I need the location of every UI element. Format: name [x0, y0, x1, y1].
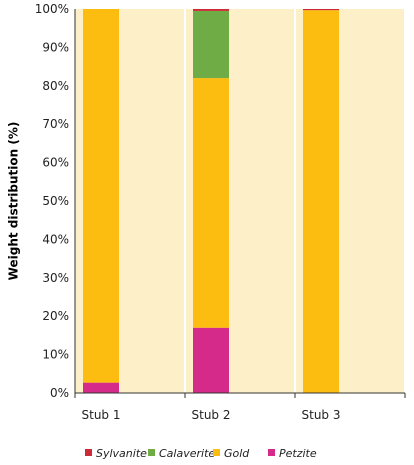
y-tick-label: 50%: [42, 194, 69, 208]
legend-label: Petzite: [279, 447, 317, 460]
y-tick-label: 0%: [50, 386, 69, 400]
bar-segment: [83, 9, 119, 383]
y-tick-label: 10%: [42, 348, 69, 362]
bar-segment: [193, 10, 229, 79]
legend-swatch: [148, 449, 155, 456]
legend-label: Calaverite: [159, 447, 215, 460]
legend-swatch: [85, 449, 92, 456]
gridlines: [184, 9, 406, 393]
legend-label: Sylvanite: [96, 447, 147, 460]
y-tick-label: 40%: [42, 232, 69, 246]
y-tick-label: 60%: [42, 156, 69, 170]
axes: [74, 9, 406, 398]
y-tick-label: 80%: [42, 79, 69, 93]
legend: Sylvanite Calaverite Gold Petzite: [85, 447, 317, 460]
x-tick-label: Stub 2: [192, 408, 231, 422]
bar-segment: [193, 327, 229, 393]
legend-item: Petzite: [268, 447, 317, 460]
legend-swatch: [268, 449, 275, 456]
plot-area: [75, 9, 405, 393]
legend-item: Calaverite: [148, 447, 215, 460]
x-tick-label: Stub 3: [302, 408, 341, 422]
bars: [83, 9, 339, 393]
bar-segment: [303, 9, 339, 11]
x-tick-labels: Stub 1 Stub 2 Stub 3: [82, 408, 341, 422]
legend-label: Gold: [224, 447, 250, 460]
y-tick-label: 70%: [42, 117, 69, 131]
y-tick-labels: 0% 10% 20% 30% 40% 50% 60% 70% 80% 90% 100%: [35, 2, 69, 400]
y-axis-title: Weight distribution (%): [7, 122, 21, 281]
legend-swatch: [213, 449, 220, 456]
legend-item: Sylvanite: [85, 447, 147, 460]
y-tick-label: 90%: [42, 40, 69, 54]
y-tick-label: 20%: [42, 309, 69, 323]
bar-segment: [303, 10, 339, 393]
y-tick-label: 30%: [42, 271, 69, 285]
legend-item: Gold: [213, 447, 250, 460]
y-tick-label: 100%: [35, 2, 69, 16]
x-tick-label: Stub 1: [82, 408, 121, 422]
bar-segment: [193, 9, 229, 11]
bar-segment: [193, 78, 229, 328]
bar-segment: [83, 382, 119, 393]
